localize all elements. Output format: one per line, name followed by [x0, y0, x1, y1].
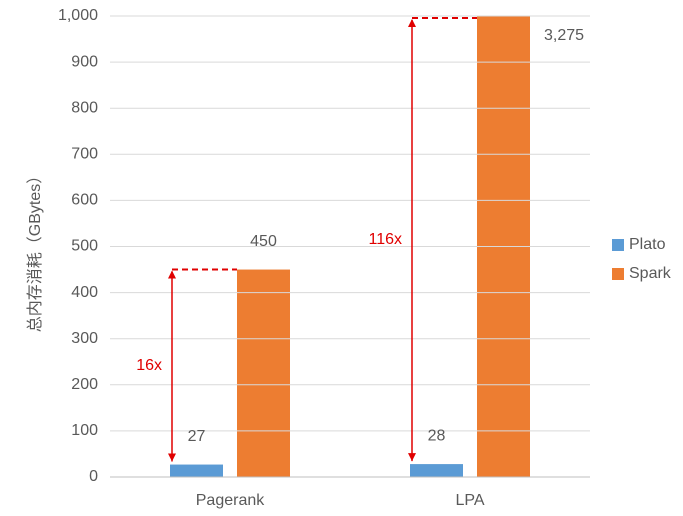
bar	[410, 464, 463, 477]
x-tick-label: LPA	[455, 492, 484, 509]
bar	[170, 464, 223, 477]
data-label: 27	[188, 428, 206, 445]
ratio-label: 16x	[136, 357, 162, 374]
x-tick-label: Pagerank	[196, 492, 265, 509]
y-tick-label: 500	[71, 238, 98, 255]
arrow-head	[168, 453, 176, 462]
bar	[237, 269, 290, 477]
data-label: 28	[428, 427, 446, 444]
plot-area	[170, 16, 530, 477]
y-tick-label: 1,000	[58, 7, 98, 24]
arrow-head	[408, 19, 416, 27]
y-tick-label: 700	[71, 146, 98, 163]
y-tick-label: 0	[89, 468, 98, 485]
legend-label: Plato	[629, 236, 666, 253]
y-tick-label: 400	[71, 284, 98, 301]
data-label: 450	[250, 233, 277, 250]
legend-swatch	[612, 239, 624, 251]
y-tick-label: 100	[71, 422, 98, 439]
y-tick-label: 900	[71, 53, 98, 70]
y-tick-label: 300	[71, 330, 98, 347]
ratio-label: 116x	[368, 231, 402, 248]
y-axis-title: 总内存消耗（GBytes）	[26, 168, 44, 332]
data-label: 3,275	[544, 27, 584, 44]
bar	[477, 16, 530, 477]
legend-label: Spark	[629, 265, 672, 282]
y-tick-label: 200	[71, 376, 98, 393]
y-tick-label: 800	[71, 99, 98, 116]
legend-swatch	[612, 268, 624, 280]
arrow-head	[408, 453, 416, 462]
arrow-head	[168, 270, 176, 279]
y-tick-label: 600	[71, 192, 98, 209]
